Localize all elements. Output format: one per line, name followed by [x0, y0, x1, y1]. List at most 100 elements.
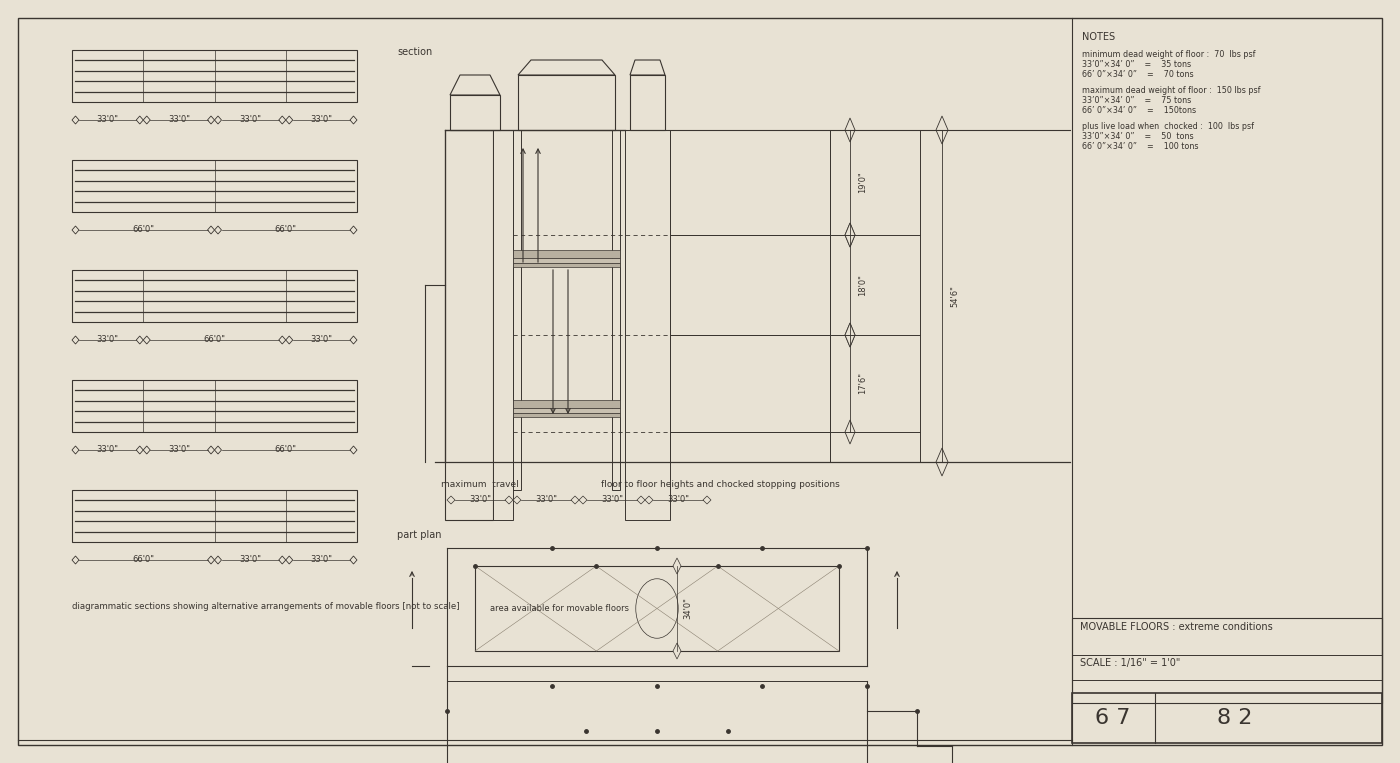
Polygon shape: [846, 223, 855, 247]
Polygon shape: [71, 116, 78, 124]
Polygon shape: [846, 323, 855, 347]
Bar: [512, 408, 620, 413]
Text: minimum dead weight of floor :  70  lbs psf: minimum dead weight of floor : 70 lbs ps…: [1082, 50, 1256, 59]
Polygon shape: [937, 116, 948, 144]
Polygon shape: [136, 116, 143, 124]
Text: 33'0": 33'0": [469, 495, 491, 504]
Polygon shape: [71, 226, 78, 234]
Bar: [1072, 693, 1382, 743]
Polygon shape: [449, 75, 500, 95]
Bar: [512, 250, 620, 258]
Text: 33'0": 33'0": [311, 115, 332, 124]
Bar: [512, 263, 620, 267]
Text: plus live load when  chocked :  100  lbs psf: plus live load when chocked : 100 lbs ps…: [1082, 122, 1254, 131]
Bar: [671, 432, 830, 462]
Bar: [518, 75, 615, 130]
Polygon shape: [71, 556, 78, 564]
Text: 33'0": 33'0": [97, 115, 119, 124]
Text: part plan: part plan: [398, 530, 441, 540]
Text: 66'0": 66'0": [274, 446, 297, 455]
Bar: [512, 413, 620, 417]
Text: 33'0": 33'0": [97, 446, 119, 455]
Polygon shape: [673, 558, 680, 574]
Polygon shape: [214, 556, 221, 564]
Bar: [71, 270, 357, 322]
Polygon shape: [447, 496, 455, 504]
Text: 66’ 0”×34’ 0”    =    70 tons: 66’ 0”×34’ 0” = 70 tons: [1082, 70, 1194, 79]
Polygon shape: [703, 496, 711, 504]
Text: 66'0": 66'0": [132, 555, 154, 565]
Polygon shape: [207, 116, 214, 124]
Bar: [71, 50, 357, 102]
Bar: [71, 160, 357, 212]
Text: 34'0": 34'0": [683, 597, 692, 620]
Polygon shape: [350, 336, 357, 344]
Polygon shape: [71, 336, 78, 344]
Text: 66'0": 66'0": [203, 336, 225, 345]
Bar: [671, 335, 830, 432]
Polygon shape: [937, 448, 948, 476]
Polygon shape: [637, 496, 645, 504]
Text: 33'0": 33'0": [97, 336, 119, 345]
Text: SCALE : 1/16" = 1'0": SCALE : 1/16" = 1'0": [1079, 658, 1180, 668]
Polygon shape: [350, 446, 357, 454]
Bar: [671, 130, 830, 235]
Polygon shape: [673, 643, 680, 659]
Text: 33'0": 33'0": [168, 115, 190, 124]
Bar: [512, 130, 521, 490]
Polygon shape: [350, 556, 357, 564]
Bar: [512, 400, 620, 408]
Polygon shape: [350, 116, 357, 124]
Polygon shape: [571, 496, 580, 504]
Polygon shape: [136, 336, 143, 344]
Text: 33’0”×34’ 0”    =    75 tons: 33’0”×34’ 0” = 75 tons: [1082, 96, 1191, 105]
Text: 33'0": 33'0": [666, 495, 689, 504]
Polygon shape: [143, 446, 150, 454]
Text: 66’ 0”×34’ 0”    =    100 tons: 66’ 0”×34’ 0” = 100 tons: [1082, 142, 1198, 151]
Text: 17'6": 17'6": [858, 372, 867, 394]
Bar: [630, 75, 665, 130]
Polygon shape: [518, 60, 615, 75]
Polygon shape: [645, 496, 652, 504]
Polygon shape: [214, 226, 221, 234]
Bar: [830, 130, 920, 462]
Text: maximum  travel: maximum travel: [441, 480, 519, 489]
Bar: [624, 130, 671, 520]
Polygon shape: [143, 336, 150, 344]
Polygon shape: [846, 323, 855, 347]
Bar: [445, 130, 493, 520]
Text: 19'0": 19'0": [858, 172, 867, 193]
Polygon shape: [207, 556, 214, 564]
Text: 66'0": 66'0": [132, 226, 154, 234]
Polygon shape: [207, 226, 214, 234]
Text: area available for movable floors: area available for movable floors: [490, 604, 629, 613]
Polygon shape: [279, 556, 286, 564]
Polygon shape: [286, 336, 293, 344]
Text: maximum dead weight of floor :  150 lbs psf: maximum dead weight of floor : 150 lbs p…: [1082, 86, 1260, 95]
Bar: [671, 235, 830, 335]
Polygon shape: [136, 446, 143, 454]
Text: 33’0”×34’ 0”    =    35 tons: 33’0”×34’ 0” = 35 tons: [1082, 60, 1191, 69]
Polygon shape: [580, 496, 587, 504]
Bar: [71, 380, 357, 432]
Text: 66’ 0”×34’ 0”    =    150tons: 66’ 0”×34’ 0” = 150tons: [1082, 106, 1196, 115]
Text: 33’0”×34’ 0”    =    50  tons: 33’0”×34’ 0” = 50 tons: [1082, 132, 1194, 141]
Polygon shape: [449, 95, 500, 130]
Text: 33'0": 33'0": [311, 555, 332, 565]
Text: 33'0": 33'0": [239, 115, 262, 124]
Polygon shape: [214, 116, 221, 124]
Text: 18'0": 18'0": [858, 274, 867, 296]
Text: NOTES: NOTES: [1082, 32, 1116, 42]
Polygon shape: [505, 496, 512, 504]
Polygon shape: [214, 446, 221, 454]
Bar: [71, 490, 357, 542]
Polygon shape: [71, 446, 78, 454]
Polygon shape: [279, 116, 286, 124]
Polygon shape: [846, 223, 855, 247]
Polygon shape: [630, 60, 665, 75]
Bar: [475, 566, 839, 651]
Text: 33'0": 33'0": [311, 336, 332, 345]
Text: 33'0": 33'0": [168, 446, 190, 455]
Text: 33'0": 33'0": [535, 495, 557, 504]
Bar: [493, 130, 512, 520]
